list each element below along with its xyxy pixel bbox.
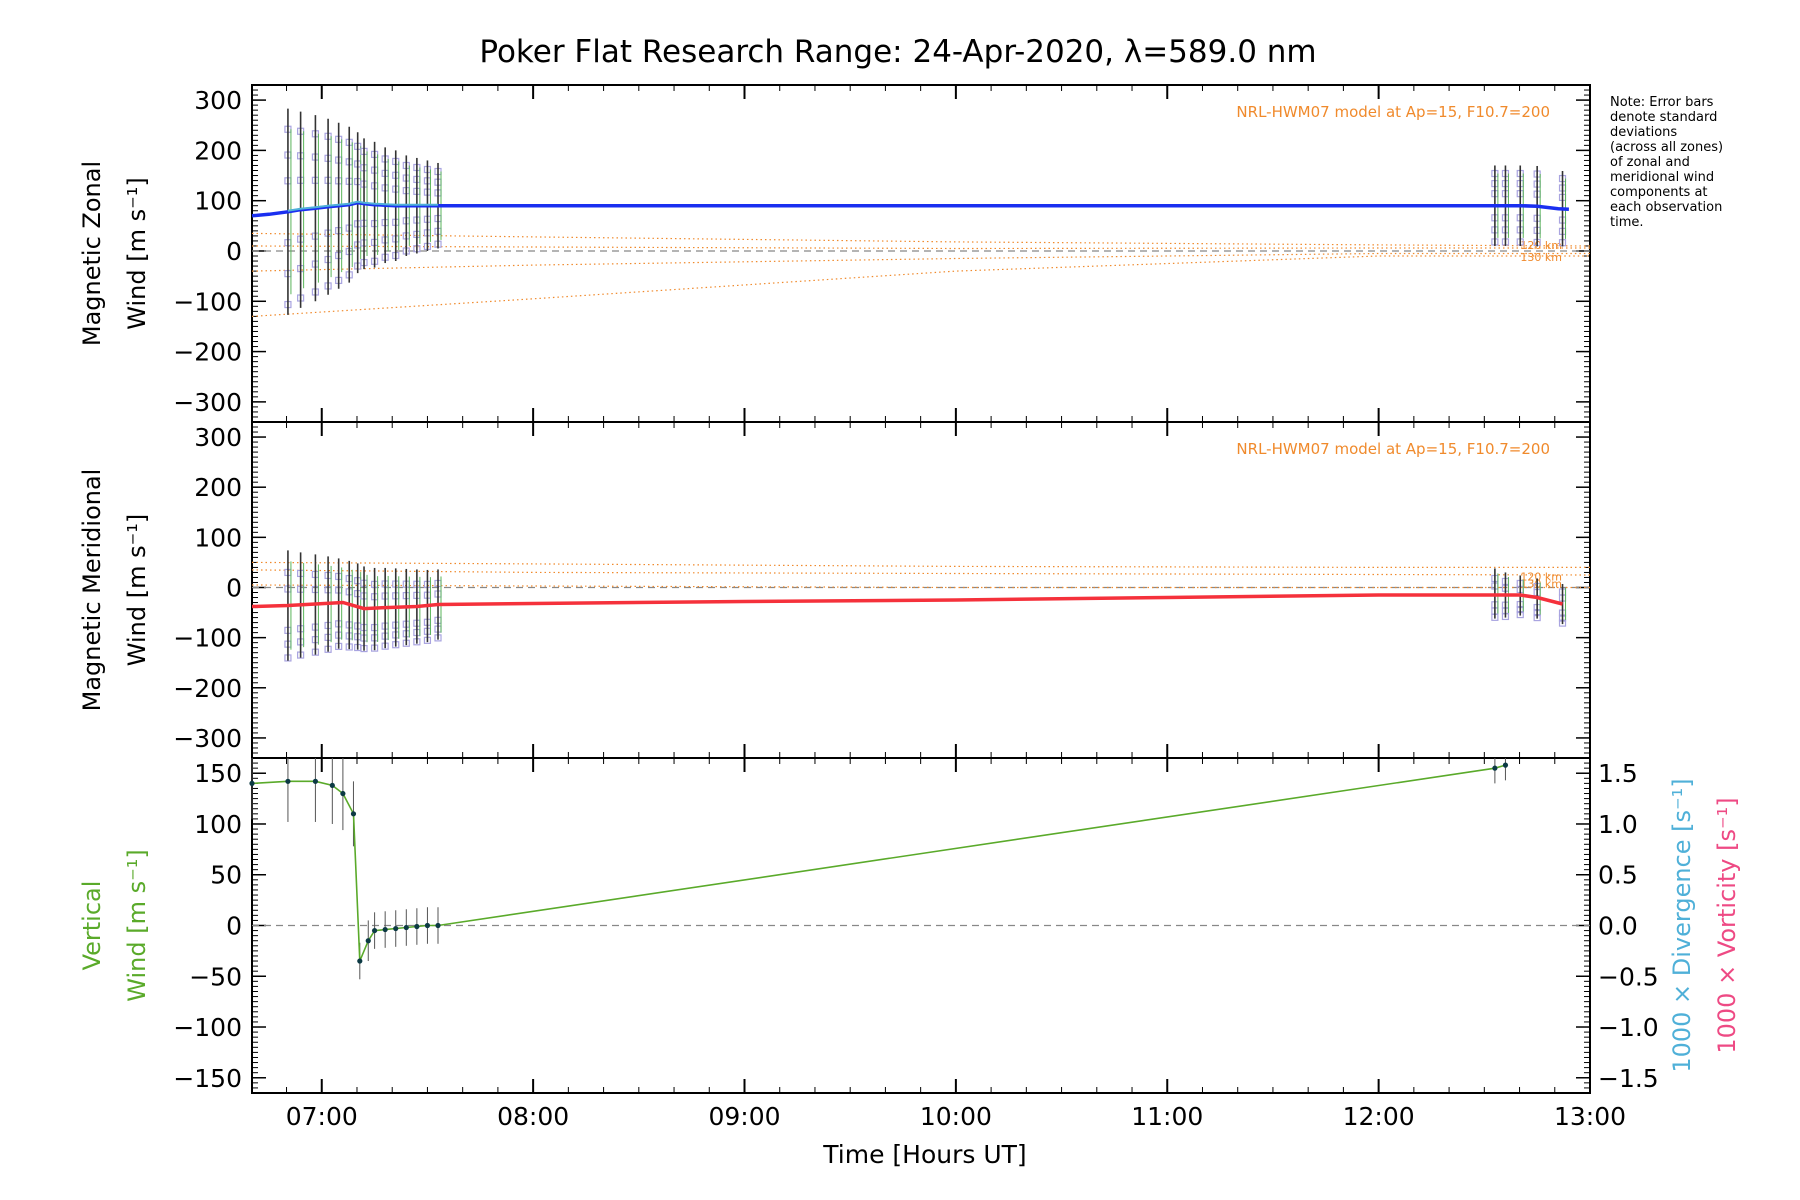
y-axis-label: Wind [m s⁻¹] bbox=[123, 849, 151, 1001]
y-tick-label: −200 bbox=[173, 338, 242, 367]
y-tick-label: 0 bbox=[226, 912, 242, 941]
y-tick-label: −100 bbox=[173, 287, 242, 316]
y2-axis-label-divergence: 1000 × Divergence [s⁻¹] bbox=[1668, 778, 1696, 1072]
note-line: (across all zones) bbox=[1610, 140, 1723, 155]
model-curve bbox=[251, 252, 1590, 272]
x-tick-label: 09:00 bbox=[708, 1102, 780, 1131]
model-curve bbox=[251, 569, 1591, 576]
vertical-wind-point bbox=[249, 780, 255, 786]
y-tick-label: 300 bbox=[194, 423, 242, 452]
y-axis-label: Wind [m s⁻¹] bbox=[123, 177, 151, 329]
model-label: NRL-HWM07 model at Ap=15, F10.7=200 bbox=[1236, 103, 1550, 121]
note-line: time. bbox=[1610, 215, 1644, 230]
y-axis-label: Magnetic Meridional bbox=[78, 469, 106, 712]
altitude-label: 130 km bbox=[1520, 577, 1562, 590]
y2-tick-label: −1.5 bbox=[1598, 1064, 1659, 1093]
y-tick-label: −50 bbox=[189, 962, 242, 991]
y-tick-label: 100 bbox=[194, 523, 242, 552]
vertical-wind-point bbox=[424, 922, 431, 929]
model-label: NRL-HWM07 model at Ap=15, F10.7=200 bbox=[1236, 440, 1550, 458]
x-axis-label: Time [Hours UT] bbox=[822, 1140, 1026, 1169]
y-tick-label: 100 bbox=[194, 810, 242, 839]
altitude-label: 130 km bbox=[1520, 251, 1562, 264]
note-line: components at bbox=[1610, 185, 1708, 200]
vertical-wind-point bbox=[357, 958, 363, 964]
vertical-wind-point bbox=[414, 923, 420, 930]
vertical-wind-point bbox=[312, 778, 319, 784]
altitude-label: 120 km bbox=[1520, 570, 1562, 583]
y-tick-label: 100 bbox=[194, 187, 242, 216]
y-tick-label: 150 bbox=[194, 759, 242, 788]
y2-tick-label: −1.0 bbox=[1598, 1013, 1659, 1042]
x-tick-label: 07:00 bbox=[286, 1102, 358, 1131]
y-axis-label: Magnetic Zonal bbox=[78, 161, 106, 346]
vertical-wind-line bbox=[251, 764, 1506, 962]
note-block: Note: Error bars denote standard deviati… bbox=[1610, 95, 1723, 230]
y-tick-label: 200 bbox=[194, 136, 242, 165]
y-tick-label: 300 bbox=[194, 86, 242, 115]
y-tick-label: −200 bbox=[173, 674, 242, 703]
y2-tick-label: −0.5 bbox=[1598, 962, 1659, 991]
note-line: deviations bbox=[1610, 125, 1677, 140]
x-tick-label: 10:00 bbox=[920, 1102, 992, 1131]
altitude-label: 120 km bbox=[1520, 239, 1562, 252]
plot-frame bbox=[251, 757, 1591, 1094]
vertical-wind-point bbox=[393, 925, 399, 932]
note-line: of zonal and bbox=[1610, 155, 1690, 170]
y-tick-label: −300 bbox=[173, 724, 242, 753]
y-axis-label: Vertical bbox=[78, 881, 106, 971]
model-curve bbox=[251, 584, 1590, 589]
plot-frame bbox=[251, 84, 1591, 423]
x-tick-label: 11:00 bbox=[1131, 1102, 1203, 1131]
vertical-wind-point bbox=[329, 782, 335, 789]
y2-tick-label: 0.0 bbox=[1598, 912, 1638, 941]
x-tick-label: 08:00 bbox=[497, 1102, 569, 1131]
model-curve bbox=[251, 561, 1590, 568]
y-tick-label: 200 bbox=[194, 473, 242, 502]
note-line: Note: Error bars bbox=[1610, 95, 1714, 110]
model-curve bbox=[251, 245, 1590, 250]
y-tick-label: −100 bbox=[173, 1013, 242, 1042]
vertical-wind-point bbox=[382, 926, 388, 933]
zonal-wind-panel: −300 −200 −100 0 100 200 300 Magnetic Zonal Wind… bbox=[78, 84, 1591, 423]
y2-tick-label: 0.5 bbox=[1598, 861, 1638, 890]
note-line: each observation bbox=[1610, 200, 1722, 215]
y-tick-label: −100 bbox=[173, 624, 242, 653]
y2-tick-label: 1.0 bbox=[1598, 810, 1638, 839]
y-tick-label: 50 bbox=[210, 861, 242, 890]
chart-title: Poker Flat Research Range: 24-Apr-2020, … bbox=[479, 34, 1316, 70]
vertical-wind-point bbox=[340, 790, 346, 797]
plot-frame bbox=[251, 421, 1591, 759]
y-tick-label: −300 bbox=[173, 388, 242, 417]
note-line: meridional wind bbox=[1610, 170, 1714, 185]
model-curve bbox=[251, 255, 1590, 317]
y-axis-label: Wind [m s⁻¹] bbox=[123, 514, 151, 666]
zonal-wind-line bbox=[251, 200, 1569, 218]
vertical-wind-point bbox=[1502, 762, 1509, 768]
meridional-wind-line bbox=[251, 593, 1563, 611]
x-tick-label: 12:00 bbox=[1343, 1102, 1415, 1131]
x-tick-label: 13:00 bbox=[1554, 1102, 1626, 1131]
y-tick-label: 0 bbox=[226, 237, 242, 266]
zonal-mean-line bbox=[287, 200, 438, 212]
vertical-wind-point bbox=[371, 927, 378, 934]
y2-tick-label: 1.5 bbox=[1598, 759, 1638, 788]
vertical-wind-panel: −150 −100 −50 0 50 100 150 07:00 08:00 09:00 10:00… bbox=[78, 757, 1741, 1131]
note-line: denote standard bbox=[1610, 110, 1717, 125]
meridional-wind-panel: −300 −200 −100 0 100 200 300 Magnetic Meridiona… bbox=[78, 421, 1591, 759]
vertical-wind-point bbox=[285, 778, 291, 784]
y-tick-label: −150 bbox=[173, 1064, 242, 1093]
y2-axis-label-vorticity: 1000 × Vorticity [s⁻¹] bbox=[1713, 797, 1741, 1053]
vertical-wind-point bbox=[1492, 765, 1498, 771]
vertical-wind-point bbox=[403, 924, 409, 931]
vertical-wind-point bbox=[350, 811, 357, 817]
vertical-wind-point bbox=[435, 922, 441, 929]
y-tick-label: 0 bbox=[226, 573, 242, 602]
vertical-wind-point bbox=[365, 938, 371, 944]
model-curve bbox=[251, 232, 1591, 247]
